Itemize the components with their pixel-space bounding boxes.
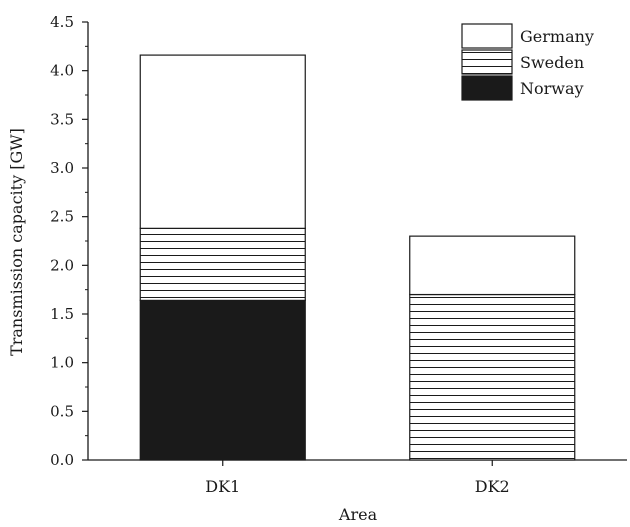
y-tick-label: 0.5 — [50, 402, 74, 420]
y-tick-label: 3.0 — [50, 159, 74, 177]
y-tick-label: 2.5 — [50, 208, 74, 226]
y-tick-label: 4.5 — [50, 13, 74, 31]
y-tick-label: 4.0 — [50, 62, 74, 80]
legend-label-sweden: Sweden — [520, 53, 584, 72]
bar-dk1-norway — [139, 299, 306, 461]
x-tick-label: DK2 — [475, 477, 510, 496]
x-tick-label: DK1 — [205, 477, 240, 496]
bar-dk1-germany — [139, 54, 306, 229]
y-tick-label: 2.0 — [50, 256, 74, 274]
bar-dk2-sweden — [409, 293, 576, 461]
legend-swatch-norway — [461, 75, 513, 101]
bar-dk1-sweden — [139, 227, 306, 301]
y-tick-label: 1.5 — [50, 305, 74, 323]
y-axis-title: Transmission capacity [GW] — [7, 128, 26, 356]
x-axis-title: Area — [338, 505, 378, 524]
legend-swatch-germany — [461, 23, 513, 49]
legend-swatch-sweden — [461, 49, 513, 75]
y-tick-label: 3.5 — [50, 110, 74, 128]
y-tick-label: 0.0 — [50, 451, 74, 469]
legend: Germany Sweden Norway — [458, 22, 615, 102]
bar-dk2-germany — [409, 235, 576, 296]
y-tick-label: 1.0 — [50, 354, 74, 372]
legend-label-norway: Norway — [520, 79, 584, 98]
legend-label-germany: Germany — [520, 27, 594, 46]
